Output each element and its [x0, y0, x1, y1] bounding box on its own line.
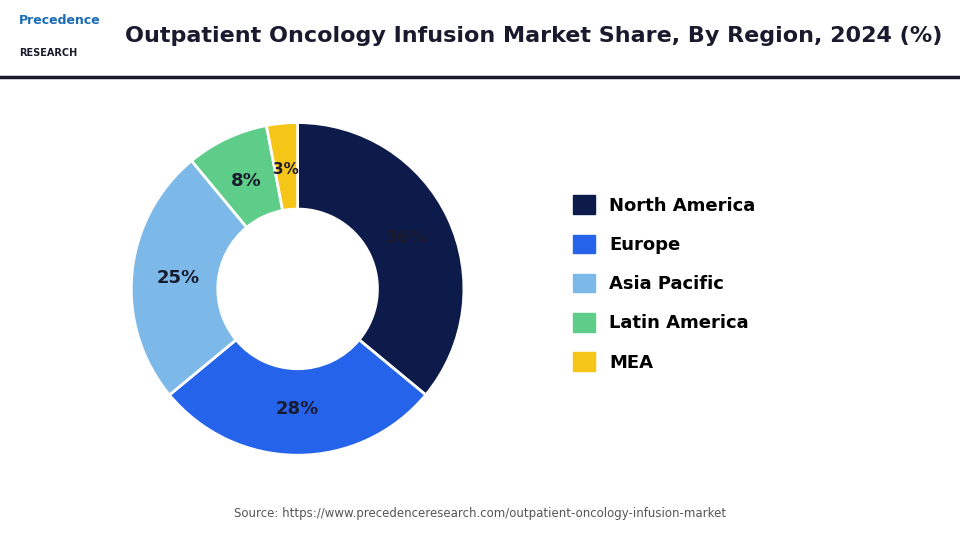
Text: Outpatient Oncology Infusion Market Share, By Region, 2024 (%): Outpatient Oncology Infusion Market Shar…	[125, 26, 942, 46]
Legend: North America, Europe, Asia Pacific, Latin America, MEA: North America, Europe, Asia Pacific, Lat…	[565, 188, 762, 379]
Text: 3%: 3%	[274, 162, 300, 177]
Text: 28%: 28%	[276, 400, 320, 417]
Text: 8%: 8%	[231, 172, 262, 190]
Text: Precedence: Precedence	[19, 14, 101, 27]
Text: 36%: 36%	[384, 229, 427, 247]
Wedge shape	[132, 161, 247, 395]
Wedge shape	[267, 123, 298, 211]
Wedge shape	[192, 125, 282, 227]
Text: 25%: 25%	[156, 268, 200, 287]
Text: Source: https://www.precedenceresearch.com/outpatient-oncology-infusion-market: Source: https://www.precedenceresearch.c…	[234, 507, 726, 519]
Wedge shape	[170, 340, 425, 455]
Text: RESEARCH: RESEARCH	[19, 48, 78, 58]
Wedge shape	[298, 123, 464, 395]
